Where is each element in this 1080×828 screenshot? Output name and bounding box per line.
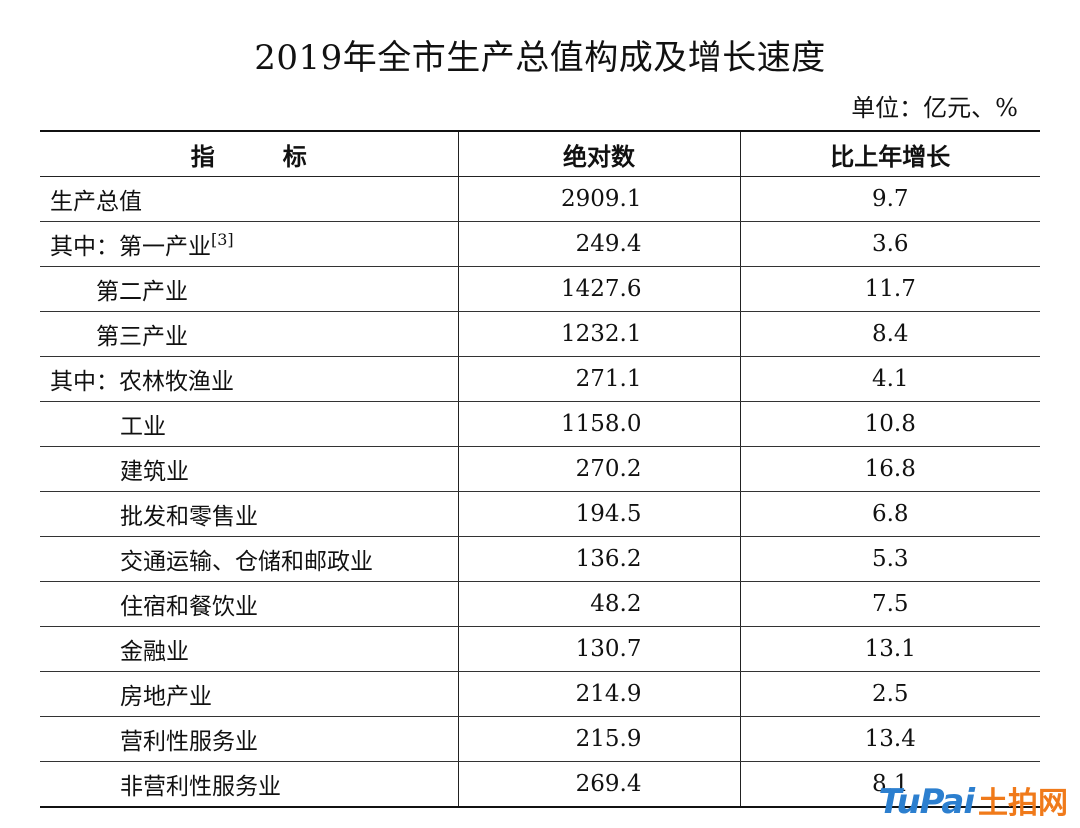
row-absolute-value: 48.2	[457, 581, 740, 627]
table-row: 营利性服务业 215.9 13.4	[40, 716, 1040, 762]
table-row: 住宿和餐饮业 48.2 7.5	[40, 581, 1040, 627]
row-indicator-label: 住宿和餐饮业	[120, 594, 258, 620]
row-absolute-value: 1427.6	[457, 266, 740, 312]
row-indicator: 非营利性服务业	[40, 761, 458, 808]
header-growth: 比上年增长	[739, 130, 1040, 177]
table-row: 生产总值 2909.1 9.7	[40, 176, 1040, 222]
row-indicator-label: 房地产业	[120, 684, 212, 710]
row-indicator: 房地产业	[40, 671, 458, 717]
row-growth-value: 8.4	[739, 311, 1040, 357]
table-row: 其中：第一产业[3] 249.4 3.6	[40, 221, 1040, 267]
header-indicator: 指 标	[40, 130, 458, 177]
table-row: 房地产业 214.9 2.5	[40, 671, 1040, 717]
table-row: 交通运输、仓储和邮政业 136.2 5.3	[40, 536, 1040, 582]
table-row: 建筑业 270.2 16.8	[40, 446, 1040, 492]
page-title: 2019年全市生产总值构成及增长速度	[254, 38, 826, 78]
table-row: 第二产业 1427.6 11.7	[40, 266, 1040, 312]
header-absolute: 绝对数	[457, 130, 740, 177]
watermark-latin: TuPai	[878, 782, 975, 822]
watermark-cn: 土拍网	[978, 786, 1068, 821]
row-indicator: 批发和零售业	[40, 491, 458, 537]
row-indicator: 生产总值	[40, 176, 458, 222]
row-growth-value: 4.1	[739, 356, 1040, 402]
row-indicator: 其中：农林牧渔业	[40, 356, 458, 402]
table-row: 工业 1158.0 10.8	[40, 401, 1040, 447]
row-absolute-value: 136.2	[457, 536, 740, 582]
row-growth-value: 8.1	[739, 761, 1040, 808]
row-indicator-label: 第三产业	[96, 324, 188, 350]
row-growth-value: 2.5	[739, 671, 1040, 717]
unit-label: 单位：亿元、%	[851, 94, 1018, 122]
row-growth-value: 3.6	[739, 221, 1040, 267]
row-growth-value: 11.7	[739, 266, 1040, 312]
gdp-table: 指 标 绝对数 比上年增长 生产总值 2909.1 9.7 其中：第一产业[3] 249…	[40, 130, 1040, 808]
row-absolute-value: 269.4	[457, 761, 740, 808]
table-header: 指 标 绝对数 比上年增长	[40, 130, 1040, 177]
row-absolute-value: 249.4	[457, 221, 740, 267]
row-absolute-value: 2909.1	[457, 176, 740, 222]
row-indicator-label: 其中：第一产业	[50, 234, 211, 260]
row-indicator-label: 批发和零售业	[120, 504, 258, 530]
row-indicator: 营利性服务业	[40, 716, 458, 762]
row-indicator: 住宿和餐饮业	[40, 581, 458, 627]
row-indicator-label: 建筑业	[120, 459, 189, 485]
row-indicator: 工业	[40, 401, 458, 447]
row-absolute-value: 1158.0	[457, 401, 740, 447]
row-indicator-label: 金融业	[120, 639, 189, 665]
row-absolute-value: 270.2	[457, 446, 740, 492]
row-absolute-value: 214.9	[457, 671, 740, 717]
row-growth-value: 10.8	[739, 401, 1040, 447]
row-indicator-label: 交通运输、仓储和邮政业	[120, 549, 373, 575]
row-indicator-label: 其中：农林牧渔业	[50, 369, 234, 395]
table-row: 非营利性服务业 269.4 8.1	[40, 761, 1040, 808]
row-absolute-value: 1232.1	[457, 311, 740, 357]
row-indicator-label: 生产总值	[50, 189, 142, 215]
watermark-logo: TuPai 土拍网	[879, 778, 1068, 822]
row-indicator-label: 营利性服务业	[120, 729, 258, 755]
row-indicator: 建筑业	[40, 446, 458, 492]
row-indicator: 其中：第一产业[3]	[40, 221, 458, 267]
row-indicator: 第二产业	[40, 266, 458, 312]
row-indicator-label: 工业	[120, 414, 166, 440]
table-body: 生产总值 2909.1 9.7 其中：第一产业[3] 249.4 3.6 第二产业 1427.…	[40, 176, 1040, 808]
row-indicator: 金融业	[40, 626, 458, 672]
footnote-marker: [3]	[211, 230, 234, 249]
row-growth-value: 13.4	[739, 716, 1040, 762]
row-growth-value: 16.8	[739, 446, 1040, 492]
row-indicator: 交通运输、仓储和邮政业	[40, 536, 458, 582]
row-growth-value: 13.1	[739, 626, 1040, 672]
row-indicator: 第三产业	[40, 311, 458, 357]
row-absolute-value: 130.7	[457, 626, 740, 672]
row-growth-value: 5.3	[739, 536, 1040, 582]
row-indicator-label: 非营利性服务业	[120, 774, 281, 800]
row-absolute-value: 194.5	[457, 491, 740, 537]
row-growth-value: 7.5	[739, 581, 1040, 627]
header-row: 指 标 绝对数 比上年增长	[40, 130, 1040, 177]
row-absolute-value: 271.1	[457, 356, 740, 402]
table-row: 第三产业 1232.1 8.4	[40, 311, 1040, 357]
table-row: 金融业 130.7 13.1	[40, 626, 1040, 672]
table-row: 批发和零售业 194.5 6.8	[40, 491, 1040, 537]
row-growth-value: 9.7	[739, 176, 1040, 222]
row-absolute-value: 215.9	[457, 716, 740, 762]
row-indicator-label: 第二产业	[96, 279, 188, 305]
row-growth-value: 6.8	[739, 491, 1040, 537]
table-row: 其中：农林牧渔业 271.1 4.1	[40, 356, 1040, 402]
